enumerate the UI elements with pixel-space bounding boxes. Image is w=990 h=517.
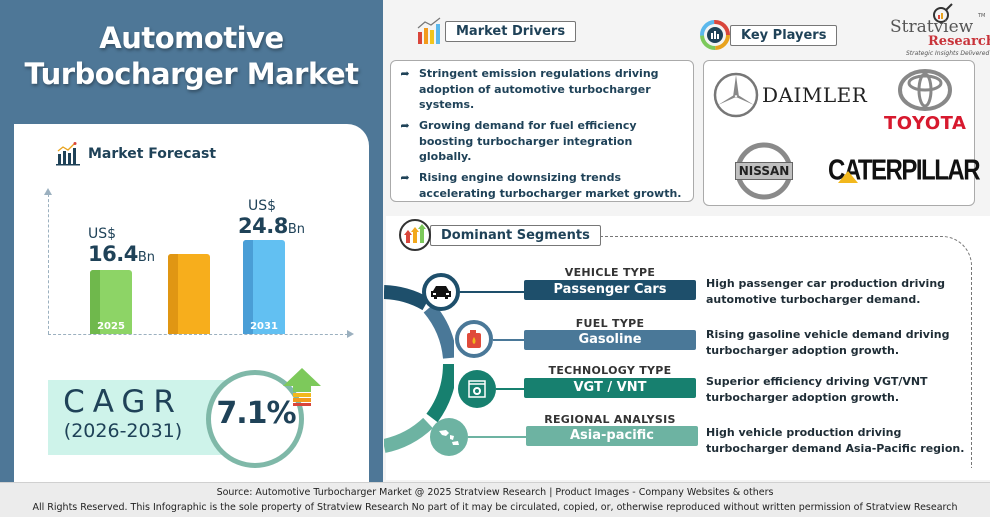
key-players-heading: Key Players	[730, 24, 838, 46]
footer-rights: All Rights Reserved. This Infographic is…	[32, 502, 958, 513]
connector-line	[496, 388, 526, 390]
segment-category: FUEL TYPE	[575, 317, 645, 330]
arrow-bullet-icon: ➦	[400, 171, 410, 184]
bar-year-label: 2025	[97, 321, 125, 332]
segment-description: High vehicle production driving turbocha…	[706, 426, 965, 455]
key-players-header: Key Players	[700, 20, 838, 50]
segment-category: TECHNOLOGY TYPE	[548, 364, 672, 377]
arrow-bullet-icon: ➦	[400, 119, 410, 132]
arrow-bullet-icon: ➦	[400, 67, 410, 80]
segment-description: Rising gasoline vehicle demand driving t…	[706, 328, 950, 357]
market-forecast-heading: Market Forecast	[88, 146, 217, 162]
logo-caterpillar: CATERPILLAR	[828, 154, 981, 187]
value-2025: US$ 16.4Bn	[88, 226, 155, 266]
rising-bars-icon	[417, 17, 441, 44]
segment-arc	[384, 285, 454, 453]
cat-triangle-icon	[838, 171, 858, 183]
cagr-ring	[206, 370, 304, 468]
bar-2031: 2031	[243, 240, 285, 334]
bar-2025: 2025	[90, 270, 132, 334]
connector-line	[468, 436, 526, 438]
segment-description: High passenger car production driving au…	[706, 277, 946, 306]
connector-line	[460, 291, 526, 293]
globe-map-icon	[430, 418, 468, 456]
segment-category: REGIONAL ANALYSIS	[544, 413, 676, 426]
growth-arrows-icon	[399, 219, 431, 251]
value-2031: US$ 24.8Bn	[238, 198, 305, 238]
magnifier-chart-icon	[933, 3, 953, 23]
toyota-emblem-icon	[898, 69, 953, 111]
segment-category: VEHICLE TYPE	[564, 266, 656, 279]
segment-value-pill: VGT / VNT	[524, 378, 696, 398]
logo-toyota: TOYOTA	[884, 67, 966, 134]
segment-value-pill: Passenger Cars	[524, 280, 696, 300]
driver-item: ➦ Rising engine downsizing trends accele…	[391, 170, 691, 201]
chart-y-axis	[44, 188, 52, 334]
dashed-frame	[600, 236, 972, 468]
cagr-value: 7.1%	[216, 396, 296, 431]
cagr-label: CAGR	[63, 384, 183, 420]
logo-daimler: DAIMLER	[712, 71, 867, 119]
footer: Source: Automotive Turbocharger Market @…	[0, 482, 990, 517]
market-drivers-heading: Market Drivers	[445, 20, 577, 42]
growth-arrow-icon	[283, 368, 321, 406]
segment-value-pill: Asia-pacific	[526, 426, 698, 446]
bar-chart-icon	[56, 142, 80, 166]
page-title: Automotive Turbocharger Market	[0, 20, 383, 92]
bar-year-label: 2031	[250, 321, 278, 332]
mercedes-star-icon	[713, 72, 759, 118]
cagr-period: (2026-2031)	[63, 420, 183, 442]
gear-window-icon	[458, 370, 496, 408]
car-icon	[422, 273, 460, 311]
title-line-1: Automotive	[99, 21, 284, 55]
key-players-box: DAIMLER TOYOTA NISSAN CATERPILLAR	[703, 60, 981, 206]
market-forecast-header: Market Forecast	[56, 142, 216, 166]
driver-item: ➦ Stringent emission regulations driving…	[391, 66, 691, 113]
segment-description: Superior efficiency driving VGT/VNT turb…	[706, 375, 928, 404]
segment-value-pill: Gasoline	[524, 330, 696, 350]
stratview-logo: Stratview TM Research Strategic Insights…	[884, 3, 990, 58]
title-line-2: Turbocharger Market	[24, 57, 359, 91]
pie-chart-icon	[700, 20, 730, 50]
driver-item: ➦ Growing demand for fuel efficiency boo…	[391, 118, 691, 165]
dominant-segments-heading: Dominant Segments	[430, 224, 601, 246]
market-drivers-box: ➦ Stringent emission regulations driving…	[390, 60, 694, 202]
chart-x-axis	[48, 330, 354, 338]
market-drivers-header: Market Drivers	[415, 16, 577, 46]
footer-source: Source: Automotive Turbocharger Market @…	[216, 487, 774, 498]
dominant-segments-header: Dominant Segments	[398, 218, 601, 252]
connector-line	[493, 339, 526, 341]
logo-nissan: NISSAN	[726, 141, 802, 201]
fuel-can-icon	[455, 320, 493, 358]
bar-intermediate	[168, 254, 210, 334]
